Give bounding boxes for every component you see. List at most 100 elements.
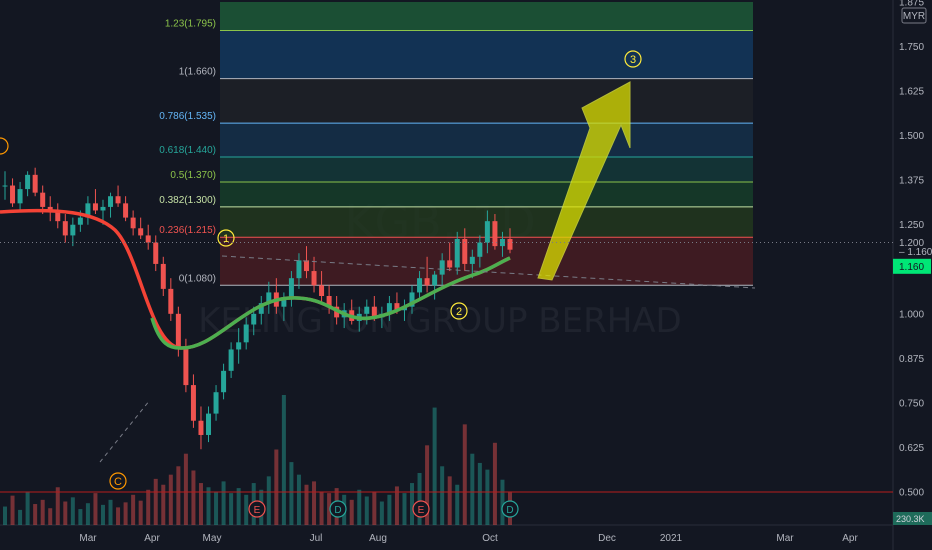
volume-bar	[100, 504, 105, 525]
volume-bar	[168, 474, 173, 525]
volume-bar	[108, 499, 113, 525]
candle-body	[439, 260, 445, 275]
candle-body	[175, 313, 181, 350]
candle-body	[424, 278, 430, 286]
volume-bar	[289, 462, 294, 525]
candle-body	[371, 306, 377, 318]
volume-bar	[327, 493, 332, 525]
candle-body	[266, 292, 272, 304]
wave-label: 2	[456, 306, 462, 318]
volume-bar	[447, 476, 452, 525]
volume-bar	[470, 453, 475, 525]
volume-bar	[379, 501, 384, 525]
projection-arrow[interactable]	[537, 81, 631, 281]
candle-body	[311, 271, 317, 286]
y-axis-tick: 1.500	[899, 131, 924, 142]
candle-body	[32, 174, 38, 193]
candle-body	[477, 242, 483, 257]
volume-bar	[161, 484, 166, 525]
volume-bar	[500, 479, 505, 525]
candle-body	[130, 217, 136, 229]
wave-label-circle	[624, 50, 642, 68]
volume-bar	[492, 442, 497, 525]
fib-level-label: 0.618(1.440)	[159, 145, 216, 156]
fib-band	[220, 181, 753, 207]
trendline-dashed-lower	[99, 399, 151, 463]
volume-bar	[3, 506, 7, 525]
candle-body	[168, 288, 174, 314]
x-axis-tick: Mar	[776, 533, 794, 544]
volume-bar	[274, 449, 279, 525]
volume-bar	[146, 489, 151, 525]
fib-band	[220, 78, 753, 124]
volume-bar	[55, 487, 60, 525]
volume-bar	[33, 504, 38, 525]
trendline-dashed	[221, 255, 756, 289]
candle-body	[303, 260, 309, 272]
volume-bar	[93, 493, 98, 525]
volume-bar	[221, 481, 226, 525]
candle-body	[236, 342, 242, 350]
volume-bar	[417, 473, 422, 525]
candle-body	[499, 238, 505, 247]
event-marker[interactable]	[329, 500, 347, 518]
volume-bar	[40, 499, 45, 525]
x-axis-tick: Mar	[79, 533, 97, 544]
event-marker[interactable]	[248, 500, 266, 518]
volume-bar	[131, 494, 136, 525]
volume-bar	[394, 486, 399, 525]
event-marker[interactable]	[501, 500, 519, 518]
x-axis-tick: 2021	[660, 533, 683, 544]
candle-body	[40, 192, 46, 207]
candle-body	[281, 299, 287, 307]
volume-bar	[63, 501, 68, 525]
volume-bar	[349, 499, 354, 525]
y-axis-tick: 1.875	[899, 0, 924, 9]
y-axis-tick: 1.375	[899, 176, 924, 187]
volume-bar	[229, 493, 234, 525]
currency-label: MYR	[903, 11, 925, 22]
candle-body	[47, 206, 53, 211]
volume-bar	[372, 491, 377, 525]
fib-band	[220, 123, 753, 158]
volume-bar	[304, 484, 309, 525]
candle-body	[160, 263, 166, 289]
volume-bar	[116, 507, 121, 525]
candle-body	[25, 174, 31, 190]
volume-bar	[10, 495, 15, 525]
volume-bar	[123, 502, 128, 525]
candle-body	[62, 221, 68, 236]
candle-body	[296, 260, 302, 279]
y-axis-tick: 0.625	[899, 443, 924, 454]
wave-label-circle	[450, 302, 468, 320]
volume-bar	[236, 488, 241, 525]
x-axis-tick: May	[203, 533, 222, 544]
event-marker-label: D	[506, 505, 513, 516]
candle-body	[123, 203, 129, 218]
y-axis-tick: 1.750	[899, 42, 924, 53]
candle-body	[100, 206, 106, 211]
volume-bar	[477, 462, 482, 525]
candle-body	[115, 196, 121, 204]
wave-label-circle	[109, 472, 127, 490]
price-label-current: 1.200	[899, 238, 924, 249]
event-marker[interactable]	[412, 500, 430, 518]
currency-badge[interactable]	[901, 7, 927, 24]
candle-body	[85, 203, 91, 218]
volume-bar	[48, 508, 53, 525]
event-marker-label: D	[334, 505, 341, 516]
volume-bar	[281, 395, 286, 525]
wave-label: C	[114, 476, 122, 488]
price-label-ma: – 1.160	[899, 247, 932, 258]
candle-body	[77, 217, 83, 225]
candle-body	[484, 221, 490, 243]
volume-bar	[191, 470, 196, 525]
y-axis-tick: 1.000	[899, 309, 924, 320]
x-axis-tick: Dec	[598, 533, 616, 544]
x-axis-tick: Aug	[369, 533, 387, 544]
candle-body	[507, 238, 513, 250]
volume-bar	[78, 509, 83, 525]
candle-body	[17, 189, 23, 204]
